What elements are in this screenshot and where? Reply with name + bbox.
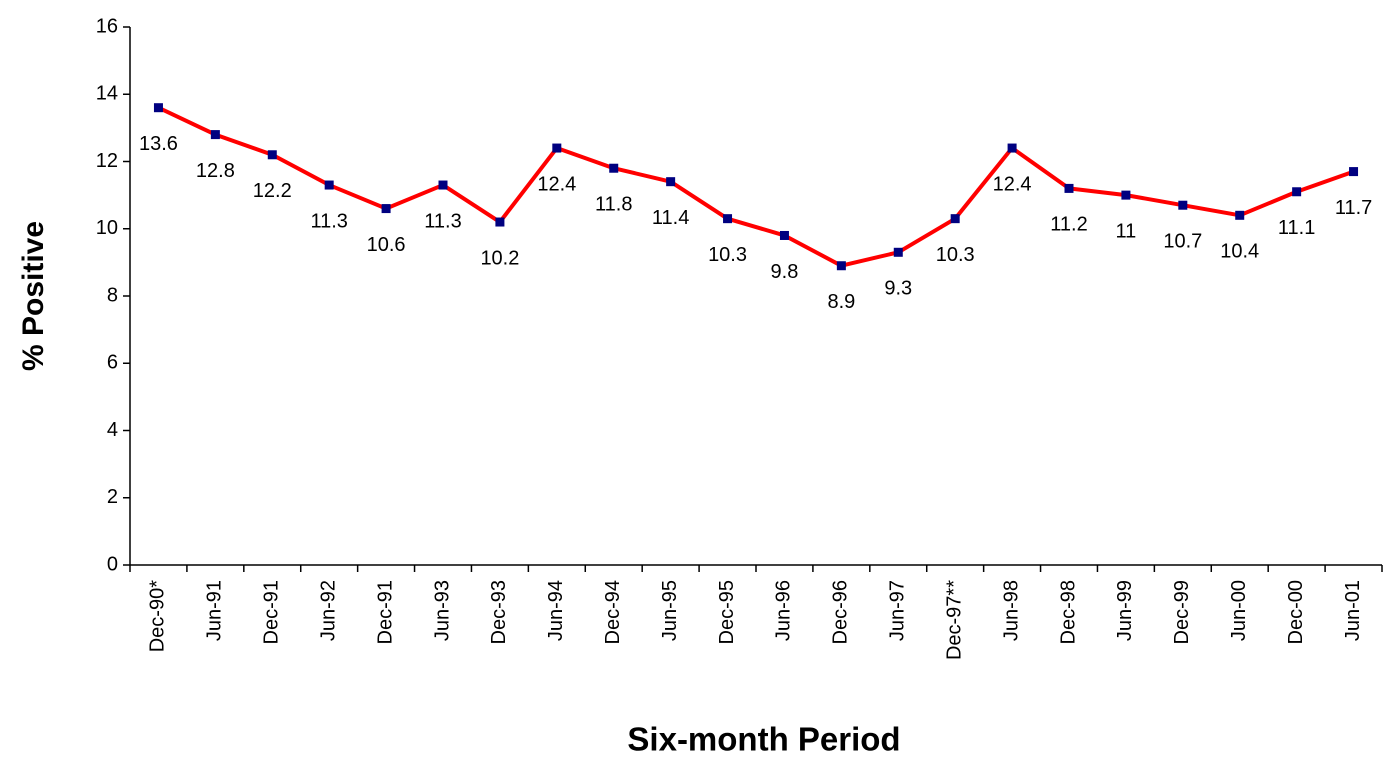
- x-tick-label: Dec-95: [716, 580, 738, 644]
- data-label: 10.2: [480, 247, 519, 269]
- x-tick-label: Jun-97: [887, 580, 909, 641]
- marker: [153, 103, 163, 113]
- marker: [552, 143, 562, 153]
- x-tick-label: Dec-99: [1171, 580, 1193, 644]
- data-label: 12.2: [253, 180, 292, 202]
- x-tick-label: Dec-93: [488, 580, 510, 644]
- data-label: 11.4: [652, 207, 689, 229]
- data-label: 10.7: [1163, 230, 1202, 252]
- data-label: 9.3: [884, 278, 912, 300]
- marker: [836, 261, 846, 271]
- data-label: 11.1: [1278, 217, 1315, 239]
- x-tick-label: Jun-01: [1342, 580, 1364, 641]
- x-tick-label: Jun-99: [1114, 580, 1136, 641]
- y-axis-title: % Positive: [17, 221, 50, 371]
- marker: [1178, 200, 1188, 210]
- marker: [779, 230, 789, 240]
- marker: [1064, 183, 1074, 193]
- x-tick-label: Dec-96: [830, 580, 852, 644]
- marker: [609, 163, 619, 173]
- x-tick-label: Dec-98: [1057, 580, 1079, 644]
- marker: [210, 130, 220, 140]
- x-tick-label: Jun-00: [1228, 580, 1250, 641]
- x-tick-label: Dec-91: [374, 580, 396, 644]
- x-tick-label: Jun-95: [659, 580, 681, 641]
- x-tick-label: Jun-96: [773, 580, 795, 641]
- marker: [1007, 143, 1017, 153]
- data-label: 10.6: [367, 234, 406, 256]
- data-label: 9.8: [771, 261, 799, 283]
- marker: [666, 177, 676, 187]
- marker: [723, 214, 733, 224]
- marker: [1235, 210, 1245, 220]
- marker: [438, 180, 448, 190]
- data-label: 10.4: [1220, 241, 1259, 263]
- y-tick-label: 12: [96, 150, 118, 172]
- y-tick-label: 10: [96, 217, 118, 239]
- x-tick-label: Jun-98: [1000, 580, 1022, 641]
- series-line: [157, 105, 1355, 268]
- data-label: 8.9: [827, 291, 855, 313]
- data-label: 11.8: [595, 194, 632, 216]
- data-label: 11.3: [424, 210, 461, 232]
- data-label: 12.4: [537, 173, 576, 195]
- marker: [1121, 190, 1131, 200]
- y-tick-label: 2: [107, 486, 118, 508]
- x-tick-label: Dec-97**: [943, 580, 965, 660]
- data-label: 11.3: [310, 210, 347, 232]
- marker: [950, 214, 960, 224]
- y-tick-label: 14: [96, 83, 118, 105]
- marker: [893, 247, 903, 257]
- x-tick-label: Jun-93: [431, 580, 453, 641]
- marker: [381, 204, 391, 214]
- x-tick-label: Dec-94: [602, 580, 624, 644]
- data-label: 10.3: [936, 244, 975, 266]
- y-tick-label: 16: [96, 15, 118, 37]
- marker: [1349, 167, 1359, 177]
- data-label: 10.3: [708, 244, 747, 266]
- x-tick-label: Jun-91: [204, 580, 226, 641]
- x-tick-label: Jun-94: [545, 580, 567, 641]
- marker: [495, 217, 505, 227]
- marker: [324, 180, 334, 190]
- y-tick-label: 6: [107, 352, 118, 374]
- marker: [267, 150, 277, 160]
- data-label: 12.8: [196, 160, 235, 182]
- data-label: 11: [1116, 220, 1137, 242]
- x-tick-label: Dec-00: [1285, 580, 1307, 644]
- data-label: 12.4: [993, 173, 1032, 195]
- y-tick-label: 0: [107, 553, 118, 575]
- x-axis-title: Six-month Period: [627, 721, 900, 758]
- x-tick-label: Dec-90*: [147, 580, 169, 652]
- x-tick-label: Dec-91: [261, 580, 283, 644]
- x-tick-label: Jun-92: [317, 580, 339, 641]
- data-label: 11.2: [1050, 214, 1087, 236]
- y-tick-label: 4: [107, 419, 118, 441]
- data-label: 13.6: [139, 133, 178, 155]
- y-tick-label: 8: [107, 284, 118, 306]
- marker: [1292, 187, 1302, 197]
- data-label: 11.7: [1335, 197, 1372, 219]
